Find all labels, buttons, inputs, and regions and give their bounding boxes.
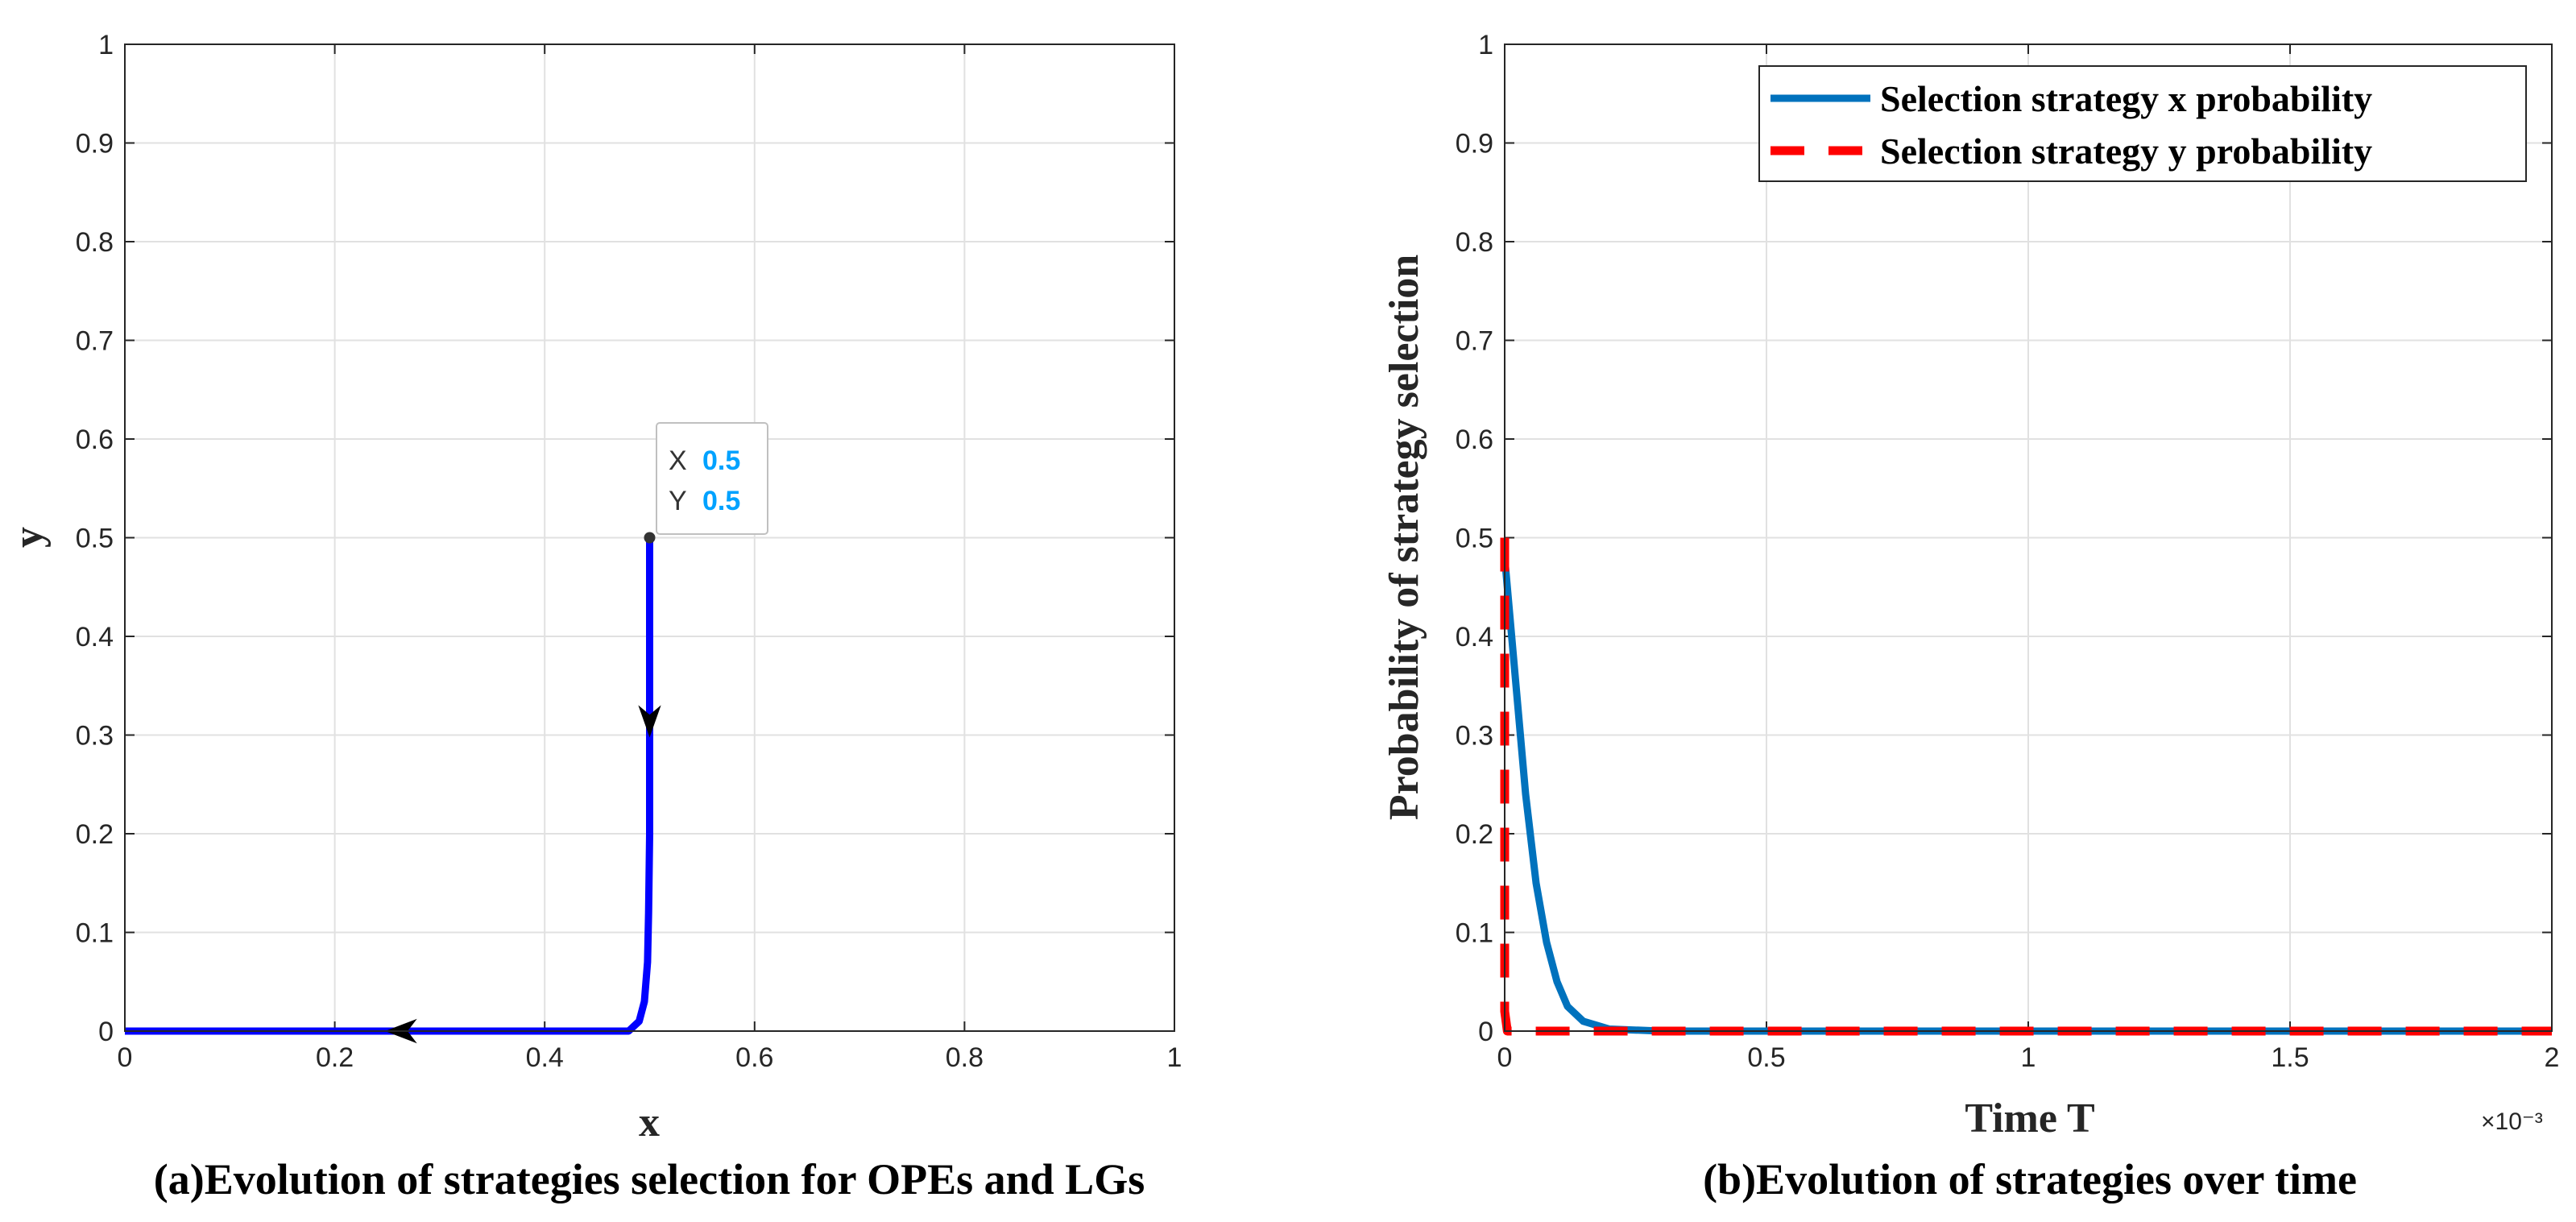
x-axis-label-b: Time T [1965, 1096, 2094, 1141]
datatip[interactable]: X 0.5 Y 0.5 [656, 422, 768, 535]
y-tick-label: 0.2 [76, 819, 114, 850]
y-tick-label: 0.7 [76, 326, 114, 357]
x-tick-label: 0.6 [735, 1042, 773, 1073]
x-tick-label: 0.5 [1747, 1042, 1785, 1073]
axes-box-b [1504, 43, 2553, 1032]
axes-box-a [124, 43, 1175, 1032]
y-tick-label: 0.3 [1456, 721, 1493, 752]
legend-label-y: Selection strategy y probability [1880, 130, 2372, 172]
datatip-x-value: 0.5 [702, 445, 740, 476]
x-tick-label: 0 [1497, 1042, 1513, 1073]
x-tick-label: 0.4 [526, 1042, 564, 1073]
y-tick-label: 0.9 [1456, 129, 1493, 159]
x-tick-label: 2 [2545, 1042, 2560, 1073]
x-tick-label: 1 [2021, 1042, 2036, 1073]
x-tick-label: 0 [118, 1042, 133, 1073]
y-tick-label: 0.5 [76, 524, 114, 554]
y-tick-label: 0.6 [76, 425, 114, 455]
y-tick-label: 0 [1478, 1017, 1493, 1047]
y-tick-label: 0.4 [1456, 622, 1493, 652]
y-tick-label: 0.8 [1456, 227, 1493, 258]
y-axis-label-b: Probability of strategy selection [1381, 255, 1427, 820]
x-tick-label: 0.8 [946, 1042, 984, 1073]
y-tick-label: 1 [98, 30, 114, 60]
legend[interactable]: Selection strategy x probability Selecti… [1758, 65, 2527, 182]
x-tick-label: 0.2 [316, 1042, 354, 1073]
caption-a: (a)Evolution of strategies selection for… [154, 1155, 1145, 1203]
ticks-a: 0 0.2 0.4 0.6 0.8 1 0 0.1 0.2 0.3 0.4 0.5 0.6 0.7 0.8 0… [76, 30, 1182, 1073]
panel-b: 0 0.5 1 1.5 2 0 0.1 0.2 0.3 0.4 0.5 0.6 0.7 0.8 0.9 1 S… [1381, 30, 2559, 1203]
y-tick-label: 0.1 [1456, 918, 1493, 949]
datatip-y-key: Y [669, 486, 687, 516]
x-tick-label: 1.5 [2271, 1042, 2309, 1073]
y-tick-label: 0.3 [76, 721, 114, 752]
y-tick-label: 0.8 [76, 227, 114, 258]
y-axis-label-a: y [6, 527, 52, 548]
y-tick-label: 1 [1478, 30, 1493, 60]
datatip-box [656, 422, 768, 535]
x-axis-exponent-b: ×10⁻³ [2481, 1108, 2543, 1135]
datatip-marker[interactable] [644, 532, 656, 544]
legend-box [1758, 65, 2527, 182]
y-tick-label: 0 [98, 1017, 114, 1047]
y-tick-label: 0.1 [76, 918, 114, 949]
y-tick-label: 0.5 [1456, 524, 1493, 554]
x-axis-label-a: x [639, 1100, 660, 1145]
x-tick-label: 1 [1167, 1042, 1182, 1073]
datatip-x-key: X [669, 445, 687, 476]
y-tick-label: 0.4 [76, 622, 114, 652]
y-tick-label: 0.7 [1456, 326, 1493, 357]
legend-label-x: Selection strategy x probability [1880, 78, 2372, 119]
panel-a: 0 0.2 0.4 0.6 0.8 1 0 0.1 0.2 0.3 0.4 0.5 0.6 0.7 0.8 0… [6, 30, 1182, 1203]
caption-b: (b)Evolution of strategies over time [1703, 1155, 2357, 1203]
datatip-y-value: 0.5 [702, 486, 740, 516]
arrow-down [638, 705, 661, 738]
y-tick-label: 0.2 [1456, 819, 1493, 850]
ticks-b: 0 0.5 1 1.5 2 0 0.1 0.2 0.3 0.4 0.5 0.6 0.7 0.8 0.9 1 [1456, 30, 2560, 1073]
y-tick-label: 0.9 [76, 129, 114, 159]
y-tick-label: 0.6 [1456, 425, 1493, 455]
